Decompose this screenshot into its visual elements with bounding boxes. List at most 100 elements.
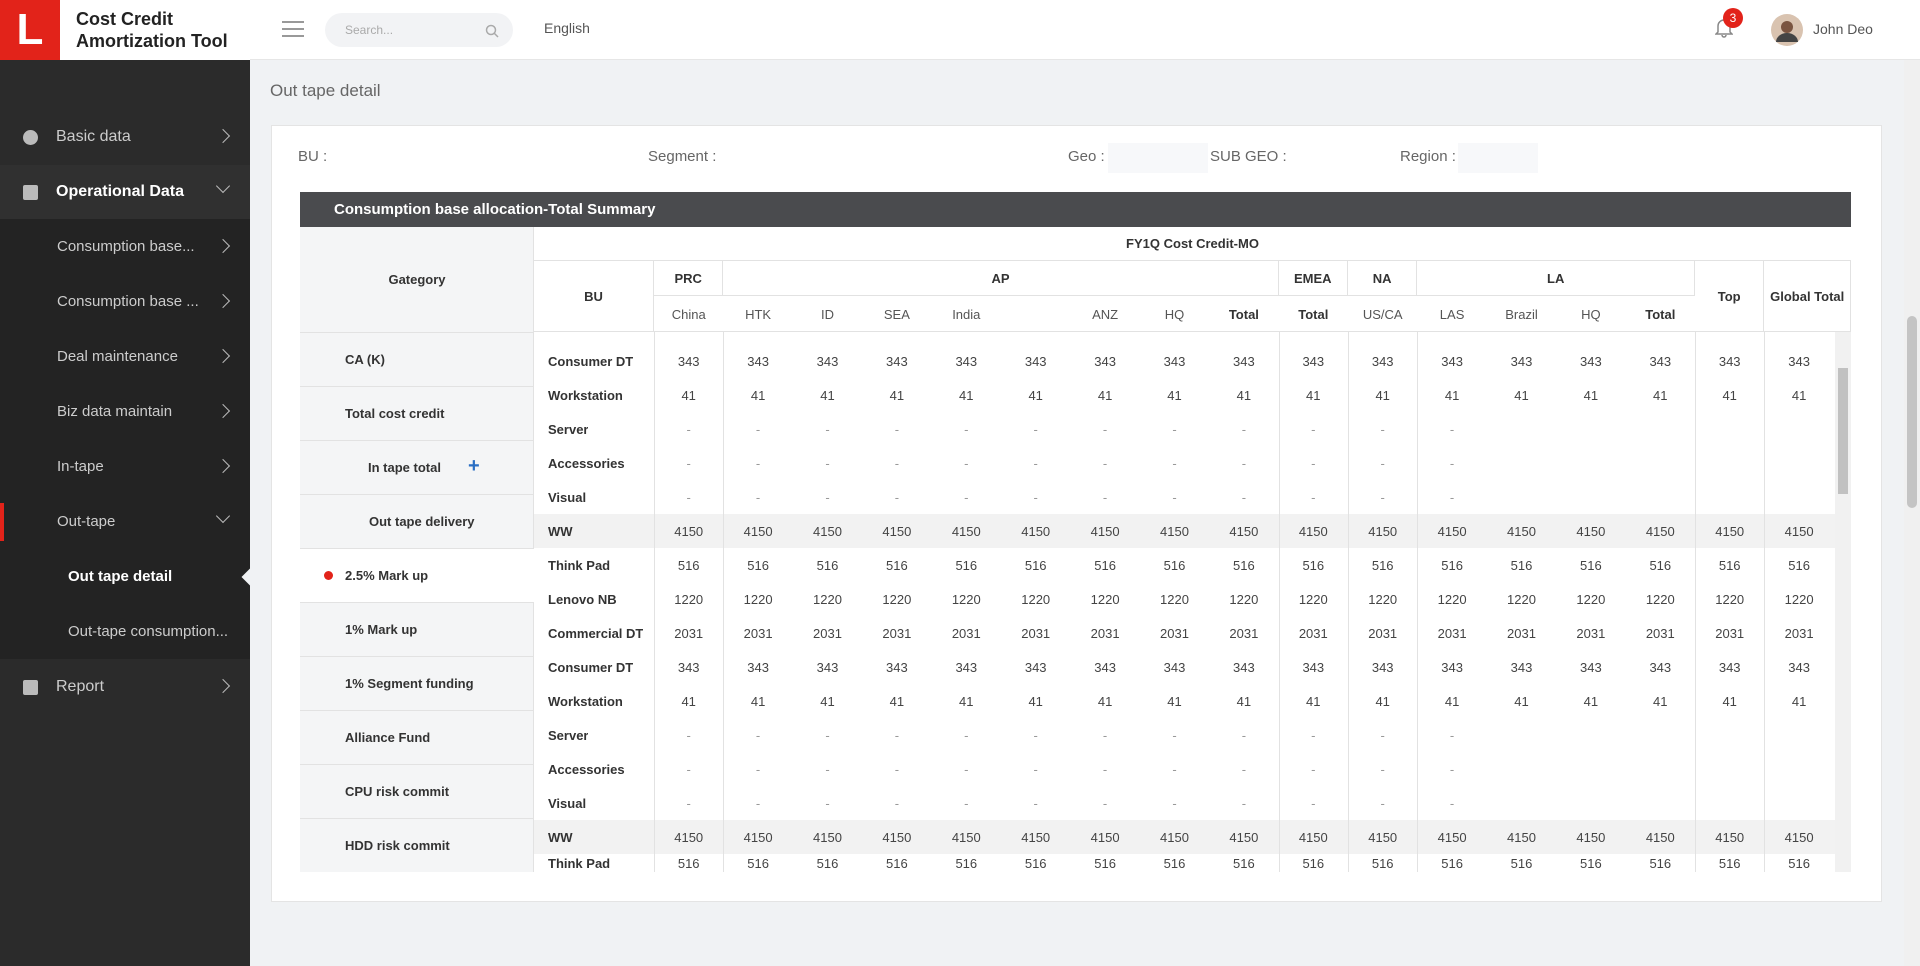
table-cell: 343 [955, 353, 978, 369]
table-cell: - [1311, 795, 1316, 811]
table-cell: 4150 [1368, 523, 1398, 539]
table-cell: - [755, 761, 761, 777]
table-cell: - [1033, 727, 1038, 743]
table-cell: 343 [1163, 659, 1186, 675]
table-cell: - [894, 489, 900, 505]
table-cell: - [1449, 727, 1455, 743]
menu-item[interactable]: Operational Data [0, 165, 250, 219]
panel-title: Consumption base allocation-Total Summar… [334, 201, 656, 218]
category-row[interactable] [300, 818, 534, 872]
category-row[interactable] [300, 602, 534, 656]
group-header: EMEA [1278, 261, 1348, 296]
table-cell: 41 [1444, 693, 1460, 709]
table-cell: 516 [816, 855, 839, 871]
table-cell: - [825, 795, 830, 811]
row-label: Consumer DT [548, 353, 634, 369]
row-label: Think Pad [548, 855, 611, 871]
table-cell: - [1311, 727, 1316, 743]
row-label: Accessories [548, 761, 625, 777]
column-header: China [671, 306, 706, 322]
menu-label: Out-tape consumption... [68, 623, 229, 640]
table-cell: 4150 [1298, 829, 1328, 845]
table-cell: 1220 [1645, 591, 1675, 607]
table-cell: - [825, 455, 830, 471]
menu-item[interactable]: Basic data [0, 110, 250, 164]
category-row[interactable] [300, 494, 534, 548]
category-row[interactable] [300, 764, 534, 818]
table-cell: 1220 [1576, 591, 1606, 607]
user-name[interactable]: John Deo [1813, 21, 1873, 37]
row-label: Accessories [548, 455, 625, 471]
table-cell: 2031 [1437, 625, 1467, 641]
category-row[interactable] [300, 710, 534, 764]
table-cell: - [894, 761, 900, 777]
table-cell: 41 [1236, 693, 1252, 709]
search-box[interactable]: Search... [325, 13, 513, 47]
table-cell: 516 [1580, 855, 1602, 871]
table-cell: 516 [886, 557, 908, 573]
table-cell: 41 [750, 693, 766, 709]
table-cell: - [755, 455, 761, 471]
table-cell: - [686, 489, 691, 505]
table-cell: - [825, 421, 830, 437]
category-row[interactable] [300, 332, 534, 386]
chevron [215, 293, 231, 309]
table-cell: 343 [1580, 659, 1602, 675]
menu-toggle[interactable] [282, 20, 304, 38]
menu-item[interactable]: Consumption base ... [0, 275, 250, 329]
language[interactable]: English [544, 20, 590, 36]
menu-item[interactable]: Report [0, 660, 250, 714]
table-cell: - [1172, 455, 1177, 471]
menu-label: Biz data maintain [57, 403, 173, 420]
table-title: FY1Q Cost Credit-MO [534, 227, 1851, 261]
menu-item[interactable]: Deal maintenance [0, 330, 250, 384]
page-scroll-thumb[interactable] [1907, 316, 1917, 508]
row-label: Commercial DT [548, 625, 644, 641]
menu-item[interactable]: Out tape detail [0, 550, 250, 604]
category-row[interactable] [300, 440, 534, 494]
table-cell: - [894, 421, 900, 437]
add-icon[interactable]: + [468, 455, 480, 477]
menu-item[interactable]: In-tape [0, 440, 250, 494]
filter-input[interactable] [1108, 143, 1208, 173]
filter-label: Geo : [1068, 148, 1105, 165]
table-cell: 41 [1722, 387, 1737, 403]
category-label: HDD risk commit [345, 837, 450, 853]
table-scroll-thumb[interactable] [1838, 368, 1848, 494]
table-cell: - [1241, 455, 1247, 471]
table-cell: 343 [747, 659, 769, 675]
table-cell: - [1311, 455, 1316, 471]
group-header: Global Total [1764, 261, 1851, 332]
table-cell: 4150 [813, 523, 842, 539]
table-cell: 516 [1718, 855, 1741, 871]
menu-label: Basic data [56, 128, 131, 145]
table-cell: 4150 [951, 523, 981, 539]
table-cell: - [1033, 421, 1038, 437]
table-cell: 343 [1510, 659, 1533, 675]
filter-label: BU : [298, 148, 328, 165]
chevron [215, 403, 231, 419]
table-cell: 1220 [1368, 591, 1398, 607]
category-header: Gategory [388, 272, 446, 287]
bu-separator [654, 332, 655, 872]
column-header: US/CA [1362, 306, 1403, 322]
table-cell: - [894, 727, 900, 743]
table-cell: - [1449, 421, 1455, 437]
category-row[interactable] [300, 386, 534, 440]
menu-item[interactable]: Out-tape consumption... [0, 605, 250, 659]
category-row[interactable] [300, 548, 534, 602]
table-cell: 41 [1028, 387, 1043, 403]
column-header: ANZ [1092, 306, 1119, 322]
table-cell: 4150 [1090, 829, 1120, 845]
table-cell: 41 [681, 387, 696, 403]
table-cell: 4150 [1229, 829, 1259, 845]
menu-item[interactable]: Consumption base... [0, 220, 250, 274]
column-header: Total [1298, 306, 1329, 322]
menu-item[interactable]: Out-tape [0, 495, 250, 549]
avatar[interactable] [1771, 14, 1803, 46]
category-row[interactable] [300, 656, 534, 710]
column-separator [1417, 332, 1419, 872]
table-cell: 2031 [674, 625, 704, 641]
menu-item[interactable]: Biz data maintain [0, 385, 250, 439]
filter-input[interactable] [1458, 143, 1538, 173]
